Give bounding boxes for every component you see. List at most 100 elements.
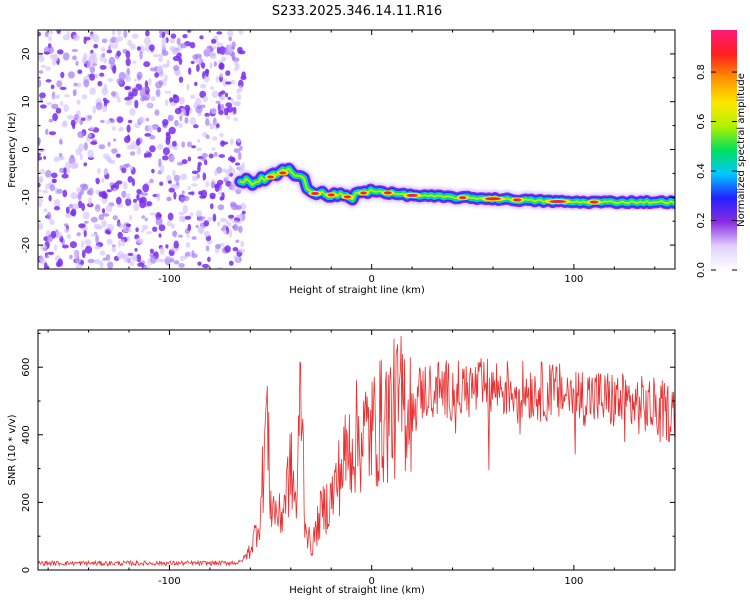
noise-speckle <box>227 30 234 37</box>
noise-speckle <box>162 63 169 69</box>
noise-speckle <box>111 148 118 154</box>
noise-speckle <box>48 35 52 42</box>
noise-speckle <box>42 189 48 194</box>
noise-speckle <box>101 87 108 96</box>
noise-speckle <box>167 114 174 122</box>
noise-speckle <box>56 30 61 35</box>
noise-speckle <box>225 168 232 175</box>
noise-speckle <box>121 190 127 198</box>
noise-speckle <box>127 176 133 183</box>
noise-speckle <box>166 196 172 202</box>
noise-speckle <box>108 56 116 65</box>
noise-speckle <box>99 250 106 256</box>
noise-speckle <box>212 213 217 222</box>
noise-speckle <box>205 47 210 52</box>
noise-speckle <box>59 138 63 145</box>
noise-speckle <box>59 86 67 91</box>
noise-speckle <box>48 131 57 136</box>
ridge-hotspot <box>459 196 467 200</box>
noise-speckle <box>63 104 69 113</box>
noise-speckle <box>101 178 105 184</box>
noise-speckle <box>210 107 217 115</box>
noise-speckle <box>191 145 197 149</box>
noise-speckle <box>164 90 172 94</box>
noise-speckle <box>140 96 145 102</box>
noise-speckle <box>141 224 149 230</box>
noise-speckle <box>49 219 55 226</box>
noise-speckle <box>238 164 245 173</box>
ridge-hotspot <box>512 198 522 202</box>
noise-speckle <box>94 73 99 79</box>
noise-speckle <box>213 61 217 67</box>
noise-speckle <box>217 204 225 211</box>
noise-speckle <box>136 193 140 201</box>
noise-speckle <box>158 80 164 86</box>
noise-speckle <box>171 223 175 229</box>
noise-speckle <box>113 187 117 192</box>
noise-speckle <box>144 133 152 137</box>
noise-speckle <box>116 180 123 185</box>
noise-speckle <box>219 62 224 70</box>
noise-speckle <box>72 89 77 97</box>
noise-speckle <box>79 183 88 189</box>
noise-speckle <box>224 92 229 98</box>
noise-speckle <box>60 100 64 107</box>
noise-speckle <box>38 202 42 208</box>
noise-speckle <box>231 41 236 48</box>
noise-speckle <box>122 181 128 190</box>
noise-speckle <box>216 166 223 174</box>
noise-speckle <box>112 65 117 74</box>
noise-speckle <box>38 54 45 63</box>
noise-speckle <box>136 46 141 51</box>
noise-speckle <box>237 152 242 160</box>
noise-speckle <box>190 60 195 65</box>
noise-speckle <box>105 204 113 213</box>
noise-speckle <box>61 173 69 179</box>
noise-speckle <box>231 220 239 224</box>
noise-speckle <box>215 243 221 250</box>
noise-speckle <box>169 97 174 103</box>
noise-speckle <box>129 165 134 171</box>
noise-speckle <box>137 262 145 267</box>
tick-label: 0 <box>21 146 32 152</box>
noise-speckle <box>124 97 131 101</box>
tick-label: 0 <box>368 576 374 587</box>
noise-speckle <box>81 117 86 121</box>
noise-speckle <box>51 172 58 179</box>
ridge-hotspot <box>589 200 599 204</box>
noise-speckle <box>65 161 72 170</box>
noise-speckle <box>210 38 217 44</box>
noise-speckle <box>97 80 103 87</box>
noise-speckle <box>193 124 199 129</box>
noise-speckle <box>129 214 133 221</box>
noise-speckle <box>131 33 139 39</box>
noise-speckle <box>62 189 68 198</box>
noise-speckle <box>56 80 63 88</box>
noise-speckle <box>101 105 108 113</box>
noise-speckle <box>187 30 191 33</box>
noise-speckle <box>168 154 176 163</box>
noise-speckle <box>61 244 69 249</box>
spectrogram-frame <box>37 29 676 270</box>
noise-speckle <box>102 52 106 58</box>
noise-speckle <box>89 66 96 74</box>
noise-speckle <box>103 153 110 159</box>
noise-speckle <box>136 146 142 155</box>
noise-speckle <box>69 254 73 260</box>
noise-speckle <box>131 178 135 187</box>
noise-speckle <box>38 152 41 157</box>
noise-speckle <box>235 239 240 243</box>
tick-label: -100 <box>158 576 181 587</box>
noise-speckle <box>173 260 180 265</box>
noise-speckle <box>238 248 246 253</box>
noise-speckle <box>233 255 239 259</box>
noise-speckle <box>62 52 70 61</box>
noise-speckle <box>161 31 166 39</box>
tick-label: 0 <box>368 274 374 285</box>
noise-speckle <box>210 203 214 210</box>
noise-speckle <box>195 97 202 106</box>
noise-speckle <box>124 86 130 90</box>
spectrogram-ylabel: Frequency (Hz) <box>7 112 18 188</box>
